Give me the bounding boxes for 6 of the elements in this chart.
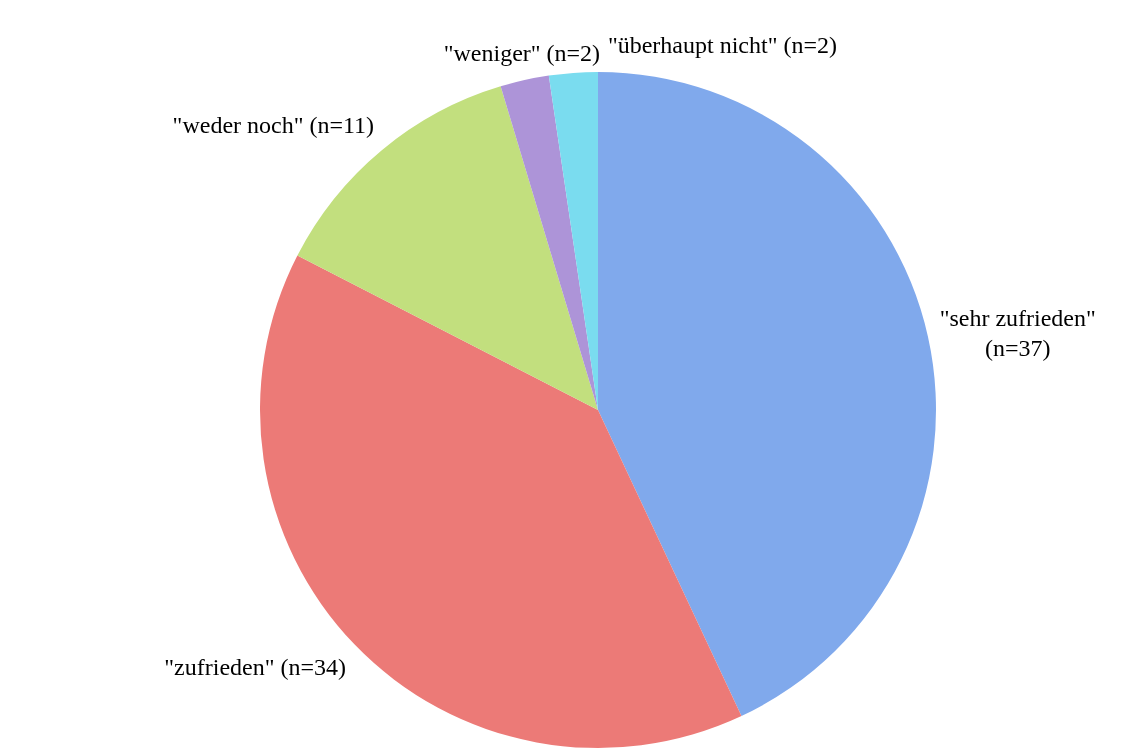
slice-label: "zufrieden" (n=34) <box>164 654 347 681</box>
slice-label: "überhaupt nicht" (n=2) <box>607 32 837 59</box>
slice-label: "weniger" (n=2) <box>443 39 601 66</box>
data-label: (n=37) <box>984 335 1051 362</box>
slice-label: "sehr zufrieden" <box>939 305 1096 332</box>
slice-label: "weder noch" (n=11) <box>172 112 375 139</box>
